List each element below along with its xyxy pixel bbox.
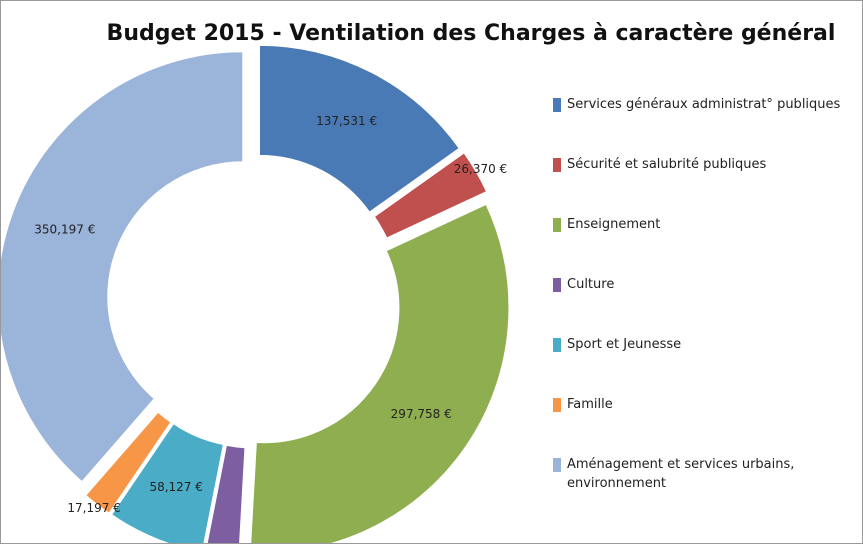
legend-swatch xyxy=(553,98,561,112)
chart-title: Budget 2015 - Ventilation des Charges à … xyxy=(107,21,836,46)
legend: Services généraux administrat° publiques… xyxy=(553,95,853,515)
legend-item: Enseignement xyxy=(553,215,853,275)
data-label: 26,370 € xyxy=(454,162,507,176)
data-label: 137,531 € xyxy=(316,114,377,128)
legend-item: Services généraux administrat° publiques xyxy=(553,95,853,155)
data-label: 58,127 € xyxy=(149,480,202,494)
slice xyxy=(206,444,246,543)
data-label: 297,758 € xyxy=(391,407,452,421)
legend-item: Famille xyxy=(553,395,853,455)
slice xyxy=(85,411,172,514)
legend-swatch xyxy=(553,398,561,412)
slice xyxy=(250,203,510,543)
legend-swatch xyxy=(553,218,561,232)
legend-label: Sécurité et salubrité publiques xyxy=(567,157,767,172)
legend-label: Sport et Jeunesse xyxy=(567,337,682,352)
legend-swatch xyxy=(553,338,561,352)
legend-swatch xyxy=(553,158,561,172)
data-label: 17,197 € xyxy=(67,501,120,515)
slice xyxy=(373,152,488,239)
legend-label: Services généraux administrat° publiques xyxy=(567,97,841,112)
data-label: 350,197 € xyxy=(34,223,95,237)
legend-item: Aménagement et services urbains, environ… xyxy=(553,455,853,515)
legend-label: Aménagement et services urbains, environ… xyxy=(567,457,795,491)
slice xyxy=(110,423,224,543)
legend-item: Culture xyxy=(553,275,853,335)
legend-item: Sécurité et salubrité publiques xyxy=(553,155,853,215)
legend-label: Famille xyxy=(567,397,613,412)
slice xyxy=(1,51,244,483)
legend-swatch xyxy=(553,458,561,472)
slice xyxy=(259,44,460,213)
legend-label: Culture xyxy=(567,277,615,292)
legend-label: Enseignement xyxy=(567,217,661,232)
legend-swatch xyxy=(553,278,561,292)
legend-item: Sport et Jeunesse xyxy=(553,335,853,395)
